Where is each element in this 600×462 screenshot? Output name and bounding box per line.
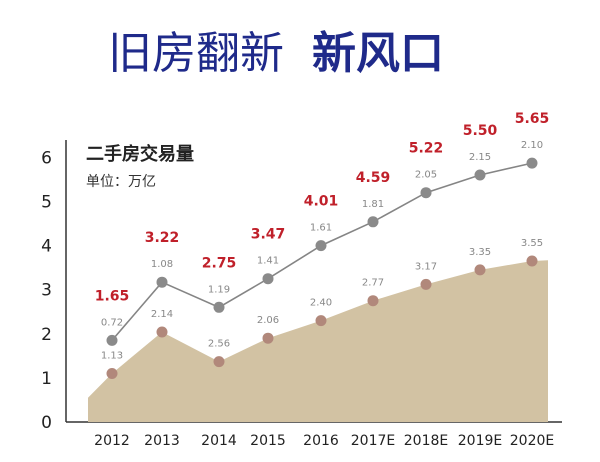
headline-main: 旧房翻新	[108, 28, 284, 79]
x-tick-label: 2017E	[351, 433, 395, 449]
line-point-label: 1.41	[257, 256, 279, 267]
x-tick-label: 2018E	[404, 433, 448, 449]
axis-ticks: 2012 2013 2014 2015 2016 2017E 2018E 2019E 2020E…	[41, 148, 554, 449]
chart-unit: 单位：万亿	[86, 174, 156, 190]
y-tick-label: 4	[41, 237, 52, 257]
line-point-label: 1.19	[208, 284, 230, 295]
line-point	[262, 273, 274, 285]
total-value-label: 2.75	[202, 255, 237, 271]
area-point-label: 3.55	[521, 238, 543, 249]
line-point-label: 1.08	[151, 259, 173, 270]
line-point	[420, 187, 432, 199]
area-point	[526, 255, 538, 267]
line-point-label: 2.05	[415, 170, 437, 181]
area-point	[474, 264, 486, 276]
total-value-label: 5.22	[409, 141, 444, 157]
y-tick-label: 6	[41, 148, 52, 168]
area-point-label: 2.56	[208, 339, 230, 350]
line-point	[526, 157, 538, 169]
area-point	[315, 315, 327, 327]
x-tick-label: 2020E	[510, 433, 554, 449]
line-point	[106, 334, 118, 346]
x-tick-label: 2016	[303, 433, 339, 449]
area-point	[156, 326, 168, 338]
area-point	[106, 368, 118, 379]
line-point-label: 1.81	[362, 199, 384, 210]
total-value-label: 3.22	[145, 230, 180, 246]
y-tick-label: 0	[41, 413, 52, 433]
x-tick-label: 2019E	[458, 433, 502, 449]
area-point	[420, 278, 432, 290]
area-point-label: 3.17	[415, 261, 437, 272]
area-series	[88, 260, 548, 422]
area-point-label: 2.77	[362, 278, 384, 289]
total-value-label: 4.01	[304, 194, 339, 210]
area-point-label: 3.35	[469, 247, 491, 258]
line-point-label: 1.61	[310, 223, 332, 234]
area-point-label: 2.14	[151, 309, 173, 320]
chart-marks: 0.72 1.65 1.08 3.22 1.19 2.75 1.41 3.47 1.61 4.01…	[95, 111, 550, 379]
headline-bold: 新风口	[312, 28, 444, 79]
line-point-label: 2.10	[521, 140, 543, 151]
area-point	[213, 356, 225, 368]
line-point	[156, 276, 168, 288]
total-value-label: 1.65	[95, 288, 130, 304]
total-value-label: 3.47	[251, 227, 286, 243]
y-tick-label: 5	[41, 193, 52, 213]
line-point	[367, 216, 379, 228]
line-point	[315, 240, 327, 252]
line-point-label: 2.15	[469, 152, 491, 163]
area-point-label: 2.40	[310, 298, 332, 309]
line-point	[474, 169, 486, 181]
x-tick-label: 2014	[201, 433, 237, 449]
line-point-label: 0.72	[101, 317, 123, 328]
area-point-label: 1.13	[101, 351, 123, 362]
area-fill	[88, 260, 548, 422]
area-point	[262, 332, 274, 344]
chart-title: 二手房交易量	[86, 143, 194, 165]
area-point	[367, 295, 379, 307]
x-tick-label: 2013	[144, 433, 180, 449]
line-point	[213, 301, 225, 313]
total-value-label: 5.50	[463, 123, 498, 139]
area-point-label: 2.06	[257, 315, 279, 326]
y-tick-label: 3	[41, 281, 52, 301]
x-tick-label: 2012	[94, 433, 130, 449]
total-value-label: 5.65	[515, 111, 550, 127]
total-value-label: 4.59	[356, 170, 391, 186]
y-tick-label: 1	[41, 369, 52, 389]
y-tick-label: 2	[41, 325, 52, 345]
x-tick-label: 2015	[250, 433, 286, 449]
